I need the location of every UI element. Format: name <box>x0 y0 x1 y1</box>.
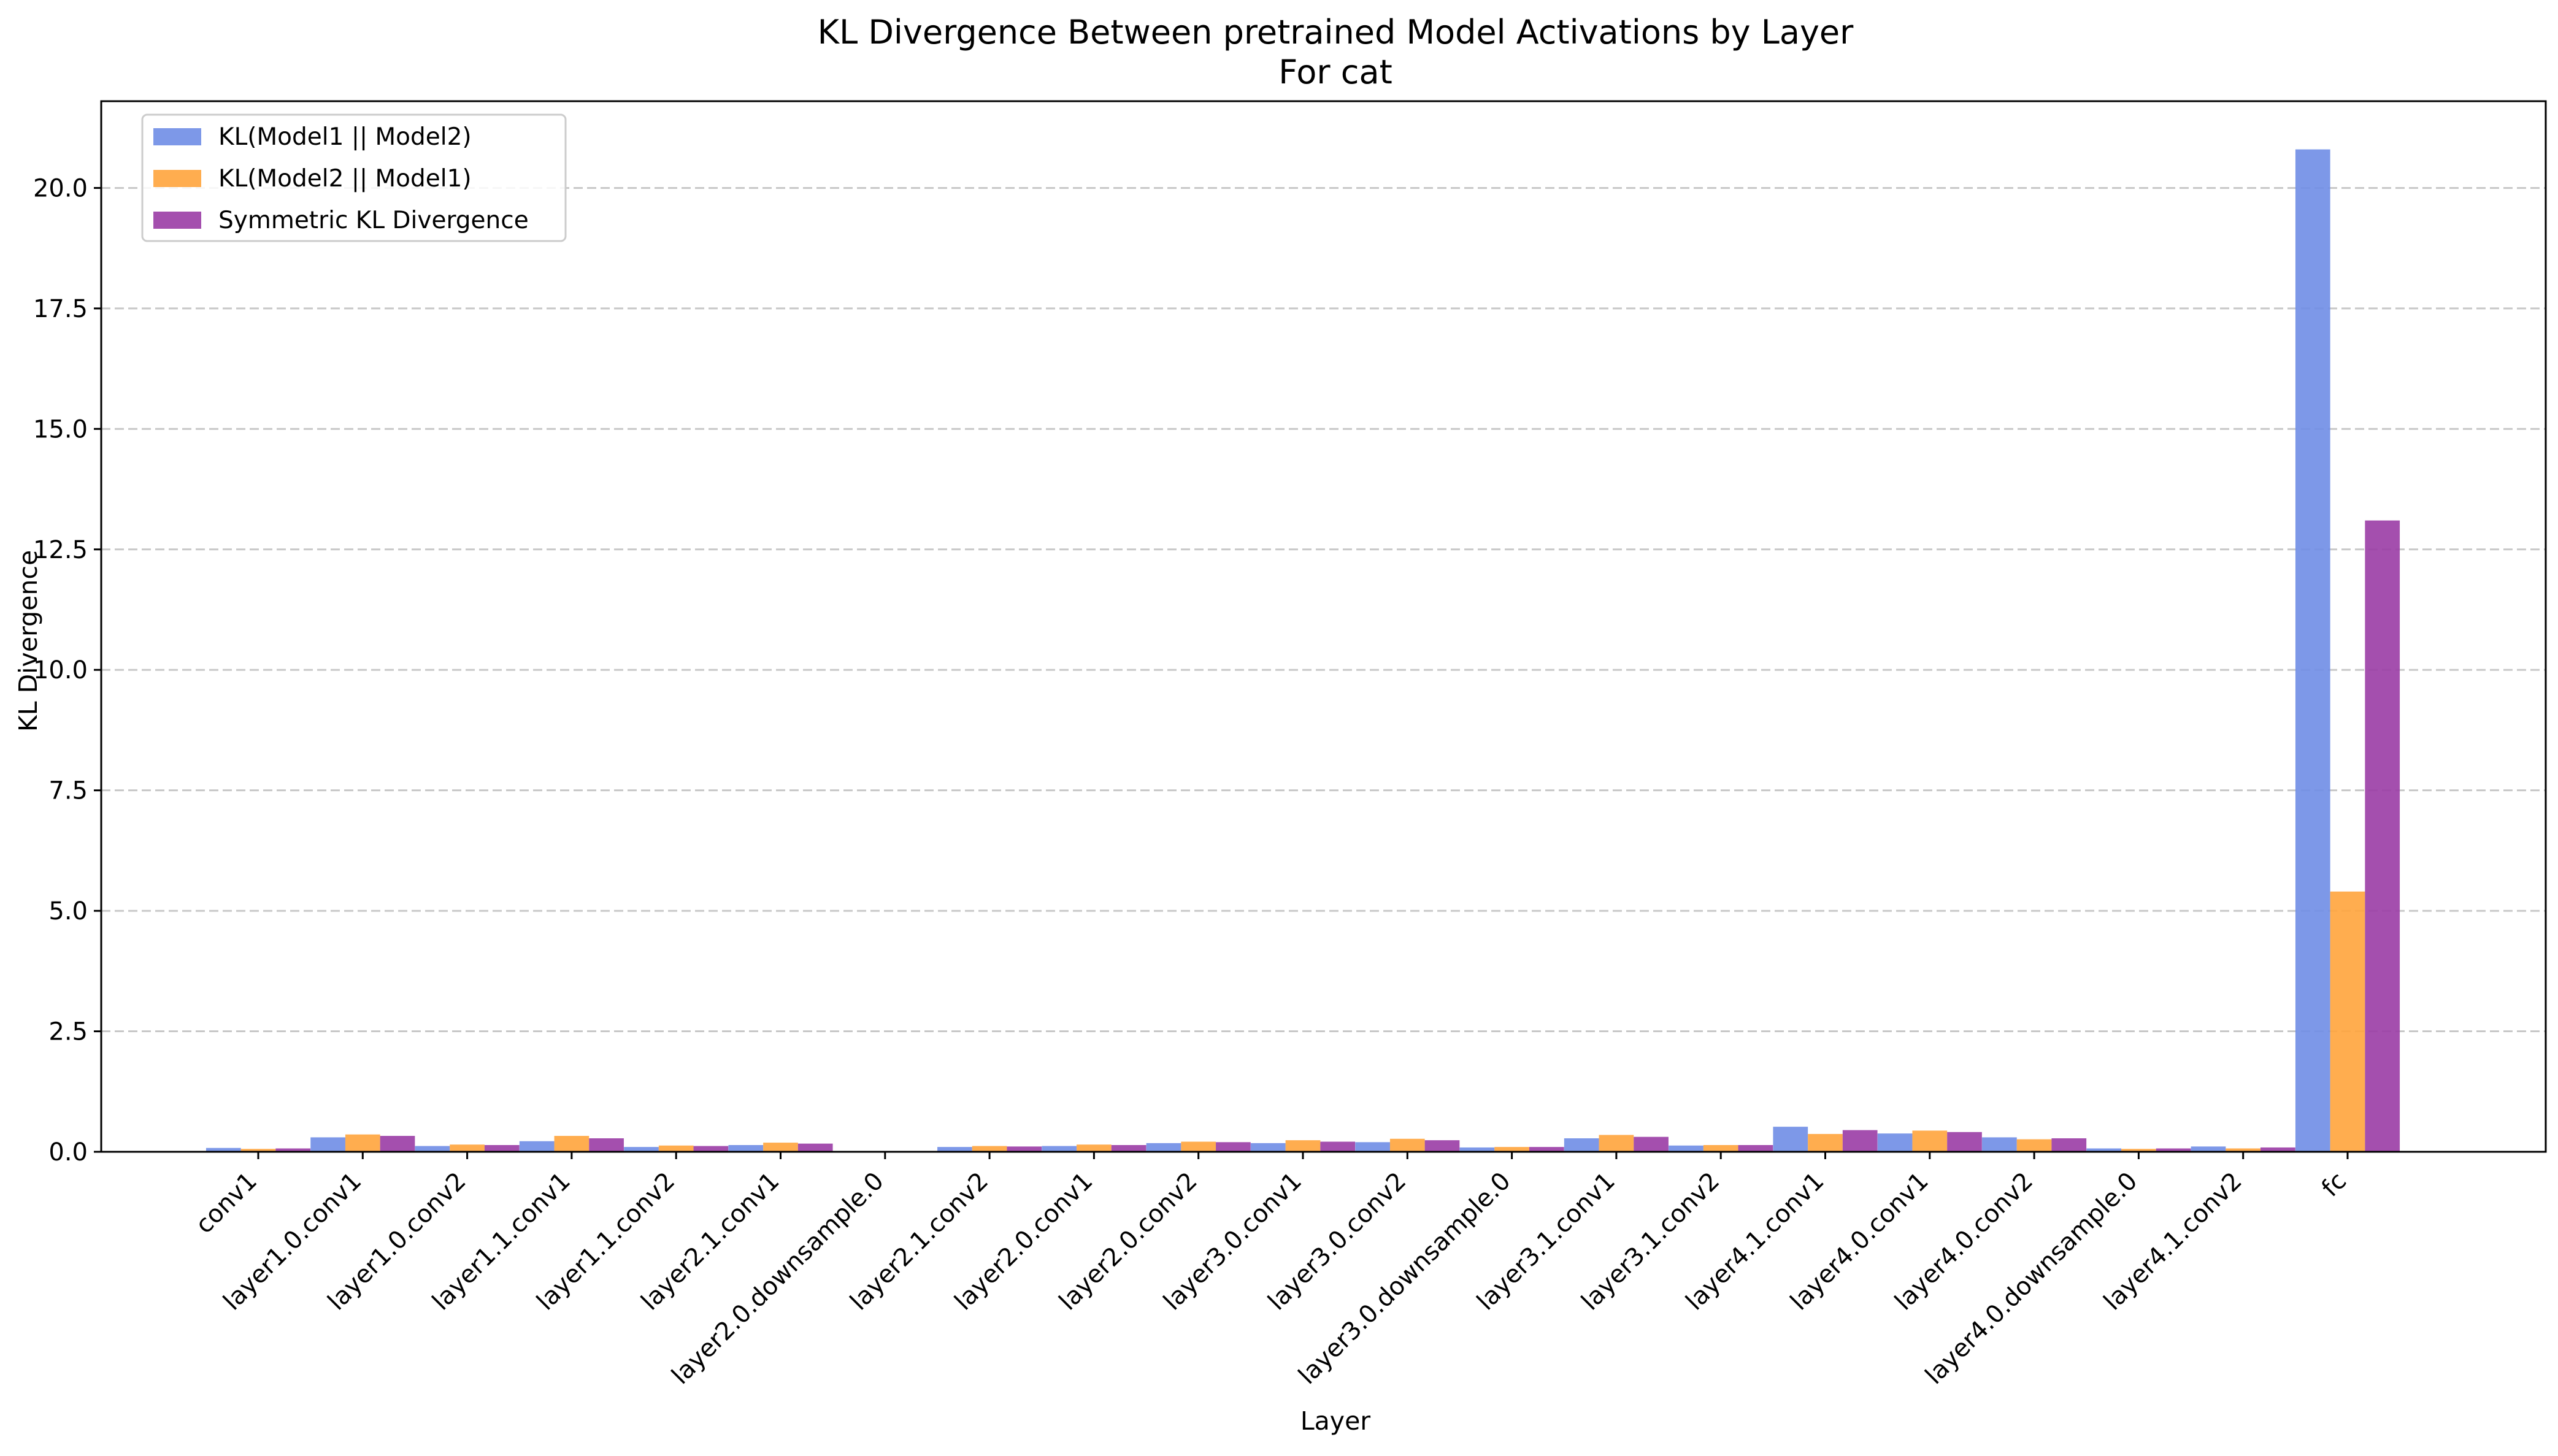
bar-3-layer1-1-conv2 <box>693 1146 729 1152</box>
bar-1-layer3-0-downsample-0 <box>1459 1147 1495 1152</box>
chart-subtitle: For cat <box>1278 53 1392 91</box>
bar-3-layer2-1-conv1 <box>797 1143 833 1152</box>
legend-box <box>141 113 567 242</box>
y-tick-label: 12.5 <box>33 536 88 564</box>
bar-2-layer4-0-conv2 <box>2016 1139 2052 1152</box>
legend-label: Symmetric KL Divergence <box>218 207 529 234</box>
y-axis-label: KL Divergence <box>13 550 43 732</box>
bar-3-layer3-0-downsample-0 <box>1529 1147 1564 1152</box>
bar-3-layer4-1-conv2 <box>2260 1147 2295 1152</box>
bar-3-layer3-1-conv1 <box>1634 1136 1669 1152</box>
bar-2-layer3-0-downsample-0 <box>1494 1147 1529 1152</box>
bar-1-layer3-0-conv1 <box>1250 1143 1286 1152</box>
bar-2-layer1-0-conv2 <box>450 1144 485 1152</box>
bar-3-layer4-0-conv1 <box>1947 1132 1982 1152</box>
legend-label: KL(Model2 || Model1) <box>218 165 472 193</box>
bar-2-fc <box>2330 891 2365 1152</box>
legend-entries: KL(Model1 || Model2) KL(Model2 || Model1)… <box>153 123 529 234</box>
bar-2-layer3-1-conv1 <box>1599 1135 1634 1152</box>
bar-3-layer2-0-conv1 <box>1111 1144 1146 1152</box>
bar-2-layer3-0-conv1 <box>1285 1140 1321 1152</box>
y-tick-label: 20.0 <box>33 174 88 202</box>
bar-1-fc <box>2295 149 2330 1152</box>
bar-1-conv1 <box>205 1148 241 1152</box>
bar-1-layer4-1-conv1 <box>1773 1127 1808 1152</box>
legend-label: KL(Model1 || Model2) <box>218 123 472 151</box>
bar-1-layer4-0-conv1 <box>1877 1133 1913 1152</box>
x-axis-label: Layer <box>1300 1406 1370 1436</box>
bar-3-layer1-1-conv1 <box>589 1138 624 1152</box>
legend-swatch <box>153 128 201 145</box>
bar-1-layer3-0-conv2 <box>1355 1142 1390 1152</box>
bar-1-layer3-1-conv2 <box>1669 1145 1703 1152</box>
bar-3-layer3-0-conv2 <box>1424 1140 1460 1152</box>
bar-2-layer1-1-conv2 <box>658 1145 694 1152</box>
y-tick-label: 15.0 <box>33 415 88 443</box>
bar-2-layer2-0-conv2 <box>1181 1141 1216 1152</box>
bar-3-conv1 <box>275 1148 311 1152</box>
y-tick-label: 5.0 <box>48 897 88 925</box>
bar-3-layer2-1-conv2 <box>1007 1146 1042 1152</box>
chart-title: KL Divergence Between pretrained Model A… <box>818 13 1854 52</box>
bar-1-layer1-1-conv2 <box>624 1147 659 1152</box>
bar-3-layer4-0-downsample-0 <box>2156 1148 2191 1152</box>
legend-swatch <box>153 170 201 187</box>
y-gridlines <box>101 186 2546 1033</box>
y-tick-label: 2.5 <box>48 1018 88 1046</box>
bars <box>205 149 2400 1152</box>
y-axis-ticks: 0.0 2.5 5.0 7.5 10.0 12.5 15.0 17.5 20.0 <box>33 174 101 1167</box>
bar-3-layer4-1-conv1 <box>1842 1130 1878 1152</box>
bar-1-layer2-1-conv1 <box>728 1144 764 1152</box>
bar-3-fc <box>2365 520 2400 1152</box>
bar-1-layer2-0-conv2 <box>1146 1143 1181 1152</box>
bar-2-layer1-1-conv1 <box>554 1136 590 1152</box>
bar-1-layer4-1-conv2 <box>2191 1146 2226 1152</box>
plot-area-frame <box>100 100 2547 1153</box>
bar-3-layer2-0-conv2 <box>1216 1142 1251 1152</box>
bar-1-layer3-1-conv1 <box>1564 1138 1599 1152</box>
bar-3-layer4-0-conv2 <box>2051 1138 2087 1152</box>
bar-2-layer2-1-conv2 <box>972 1146 1007 1152</box>
bar-1-layer2-1-conv2 <box>937 1147 972 1152</box>
bar-2-layer4-0-downsample-0 <box>2121 1149 2156 1152</box>
bar-1-layer1-1-conv1 <box>519 1141 555 1152</box>
bar-2-layer4-0-conv1 <box>1912 1130 1948 1152</box>
bar-1-layer4-0-downsample-0 <box>2086 1148 2122 1152</box>
bar-3-layer3-0-conv1 <box>1320 1141 1356 1152</box>
bar-3-layer1-0-conv2 <box>484 1144 520 1152</box>
bar-2-layer3-1-conv2 <box>1703 1144 1738 1152</box>
bar-2-layer4-1-conv1 <box>1808 1133 1843 1152</box>
bar-3-layer3-1-conv2 <box>1738 1144 1773 1152</box>
bar-2-layer3-0-conv2 <box>1389 1138 1425 1152</box>
y-tick-label: 10.0 <box>33 656 88 684</box>
bar-2-conv1 <box>240 1149 276 1152</box>
bar-2-layer2-1-conv1 <box>763 1143 798 1152</box>
y-tick-label: 7.5 <box>48 777 88 805</box>
bar-1-layer2-0-conv1 <box>1042 1146 1077 1152</box>
bar-2-layer1-0-conv1 <box>345 1134 380 1152</box>
bar-2-layer4-1-conv2 <box>2226 1148 2261 1152</box>
legend: KL(Model1 || Model2) KL(Model2 || Model1)… <box>141 113 567 242</box>
bar-1-layer4-0-conv2 <box>1982 1137 2017 1152</box>
bar-3-layer1-0-conv1 <box>380 1136 415 1152</box>
bar-2-layer2-0-conv1 <box>1077 1144 1112 1152</box>
y-tick-label: 17.5 <box>33 295 88 323</box>
y-tick-label: 0.0 <box>48 1138 88 1167</box>
bar-1-layer1-0-conv1 <box>310 1137 345 1152</box>
legend-swatch <box>153 212 201 229</box>
bar-1-layer1-0-conv2 <box>415 1146 450 1152</box>
